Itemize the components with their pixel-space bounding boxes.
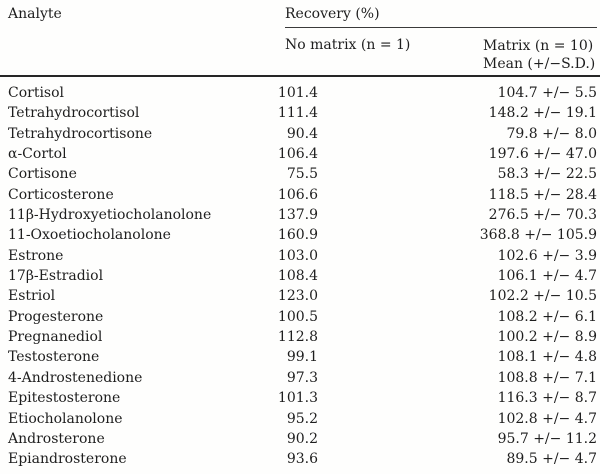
- no-matrix-value-cell: 108.4: [277, 268, 318, 285]
- no-matrix-value-cell: 93.6: [286, 451, 318, 468]
- analyte-name-cell: 17β-Estradiol: [8, 268, 104, 285]
- table-row: 4-Androstenedione 97.3 108.8 +/− 7.1: [0, 368, 600, 388]
- analyte-name-cell: Etiocholanolone: [8, 410, 123, 427]
- no-matrix-value-cell: 111.4: [277, 105, 318, 122]
- matrix-mean-sd-cell: 197.6 +/− 47.0: [488, 146, 597, 163]
- analyte-name-cell: Epitestosterone: [8, 390, 121, 407]
- no-matrix-value-cell: 101.3: [277, 390, 318, 407]
- analyte-name-cell: Epiandrosterone: [8, 451, 127, 468]
- header-separator-rule: [0, 75, 600, 77]
- no-matrix-value-cell: 123.0: [277, 288, 318, 305]
- no-matrix-value-cell: 99.1: [286, 349, 318, 366]
- matrix-mean-sd-cell: 108.2 +/− 6.1: [497, 308, 597, 325]
- no-matrix-value-cell: 137.9: [277, 207, 318, 224]
- analyte-name-cell: Cortisol: [8, 85, 65, 101]
- no-matrix-value-cell: 90.2: [286, 430, 318, 447]
- column-header-no-matrix: No matrix (n = 1): [285, 37, 411, 53]
- table-row: Cortisone 75.5 58.3 +/− 22.5: [0, 164, 600, 184]
- table-row: Tetrahydrocortisol 111.4 148.2 +/− 19.1: [0, 103, 600, 123]
- column-header-matrix-line2: Mean (+/−S.D.): [483, 56, 596, 72]
- matrix-mean-sd-cell: 116.3 +/− 8.7: [497, 390, 597, 407]
- analyte-name-cell: 4-Androstenedione: [8, 369, 143, 386]
- column-group-header-recovery: Recovery (%): [285, 6, 380, 22]
- analyte-name-cell: 11β-Hydroxyetiocholanolone: [8, 207, 212, 224]
- no-matrix-value-cell: 100.5: [277, 308, 318, 325]
- matrix-mean-sd-cell: 108.1 +/− 4.8: [497, 349, 597, 366]
- analyte-name-cell: α-Cortol: [8, 146, 67, 163]
- analyte-name-cell: Estrone: [8, 247, 64, 264]
- no-matrix-value-cell: 106.6: [277, 186, 318, 203]
- table-row: Estrone 103.0 102.6 +/− 3.9: [0, 246, 600, 266]
- table-row: α-Cortol 106.4 197.6 +/− 47.0: [0, 144, 600, 164]
- matrix-mean-sd-cell: 148.2 +/− 19.1: [488, 105, 597, 122]
- table-row: 17β-Estradiol 108.4 106.1 +/− 4.7: [0, 266, 600, 286]
- matrix-mean-sd-cell: 108.8 +/− 7.1: [497, 369, 597, 386]
- analyte-name-cell: Cortisone: [8, 166, 77, 183]
- table-row: Progesterone 100.5 108.2 +/− 6.1: [0, 307, 600, 327]
- table-row: Androsterone 90.2 95.7 +/− 11.2: [0, 429, 600, 449]
- analyte-name-cell: Corticosterone: [8, 186, 114, 203]
- matrix-mean-sd-cell: 95.7 +/− 11.2: [497, 430, 597, 447]
- matrix-mean-sd-cell: 89.5 +/− 4.7: [506, 451, 597, 468]
- recovery-group-underline-rule: [285, 27, 597, 28]
- analyte-name-cell: 11-Oxoetiocholanolone: [8, 227, 171, 244]
- no-matrix-value-cell: 90.4: [286, 125, 318, 142]
- table-row: 11β-Hydroxyetiocholanolone 137.9 276.5 +…: [0, 205, 600, 225]
- no-matrix-value-cell: 112.8: [277, 329, 318, 346]
- matrix-mean-sd-cell: 104.7 +/− 5.5: [497, 85, 597, 101]
- analyte-name-cell: Estriol: [8, 288, 56, 305]
- matrix-mean-sd-cell: 118.5 +/− 28.4: [488, 186, 597, 203]
- column-header-matrix: Matrix (n = 10) Mean (+/−S.D.): [483, 37, 595, 73]
- matrix-mean-sd-cell: 102.8 +/− 4.7: [497, 410, 597, 427]
- matrix-mean-sd-cell: 102.2 +/− 10.5: [488, 288, 597, 305]
- column-header-analyte: Analyte: [8, 6, 62, 22]
- table-row: Estriol 123.0 102.2 +/− 10.5: [0, 286, 600, 306]
- matrix-mean-sd-cell: 79.8 +/− 8.0: [506, 125, 597, 142]
- table-row: Epiandrosterone 93.6 89.5 +/− 4.7: [0, 449, 600, 469]
- matrix-mean-sd-cell: 368.8 +/− 105.9: [479, 227, 597, 244]
- analyte-name-cell: Pregnanediol: [8, 329, 103, 346]
- no-matrix-value-cell: 75.5: [286, 166, 318, 183]
- table-body: Cortisol 101.4 104.7 +/− 5.5 Tetrahydroc…: [0, 83, 600, 470]
- table-row: 11-Oxoetiocholanolone 160.9 368.8 +/− 10…: [0, 225, 600, 245]
- matrix-mean-sd-cell: 100.2 +/− 8.9: [497, 329, 597, 346]
- analyte-name-cell: Tetrahydrocortisone: [8, 125, 153, 142]
- table-row: Epitestosterone 101.3 116.3 +/− 8.7: [0, 388, 600, 408]
- no-matrix-value-cell: 101.4: [277, 85, 318, 101]
- table-row: Cortisol 101.4 104.7 +/− 5.5: [0, 83, 600, 103]
- analyte-name-cell: Progesterone: [8, 308, 104, 325]
- analyte-name-cell: Tetrahydrocortisol: [8, 105, 140, 122]
- analyte-name-cell: Androsterone: [8, 430, 105, 447]
- matrix-mean-sd-cell: 58.3 +/− 22.5: [497, 166, 597, 183]
- no-matrix-value-cell: 103.0: [277, 247, 318, 264]
- no-matrix-value-cell: 97.3: [286, 369, 318, 386]
- table-row: Corticosterone 106.6 118.5 +/− 28.4: [0, 185, 600, 205]
- table-row: Etiocholanolone 95.2 102.8 +/− 4.7: [0, 409, 600, 429]
- matrix-mean-sd-cell: 102.6 +/− 3.9: [497, 247, 597, 264]
- no-matrix-value-cell: 106.4: [277, 146, 318, 163]
- table-row: Pregnanediol 112.8 100.2 +/− 8.9: [0, 327, 600, 347]
- table-row: Testosterone 99.1 108.1 +/− 4.8: [0, 347, 600, 367]
- matrix-mean-sd-cell: 106.1 +/− 4.7: [497, 268, 597, 285]
- column-header-matrix-line1: Matrix (n = 10): [483, 38, 594, 54]
- table-row: Tetrahydrocortisone 90.4 79.8 +/− 8.0: [0, 124, 600, 144]
- analyte-name-cell: Testosterone: [8, 349, 100, 366]
- no-matrix-value-cell: 95.2: [286, 410, 318, 427]
- no-matrix-value-cell: 160.9: [277, 227, 318, 244]
- matrix-mean-sd-cell: 276.5 +/− 70.3: [488, 207, 597, 224]
